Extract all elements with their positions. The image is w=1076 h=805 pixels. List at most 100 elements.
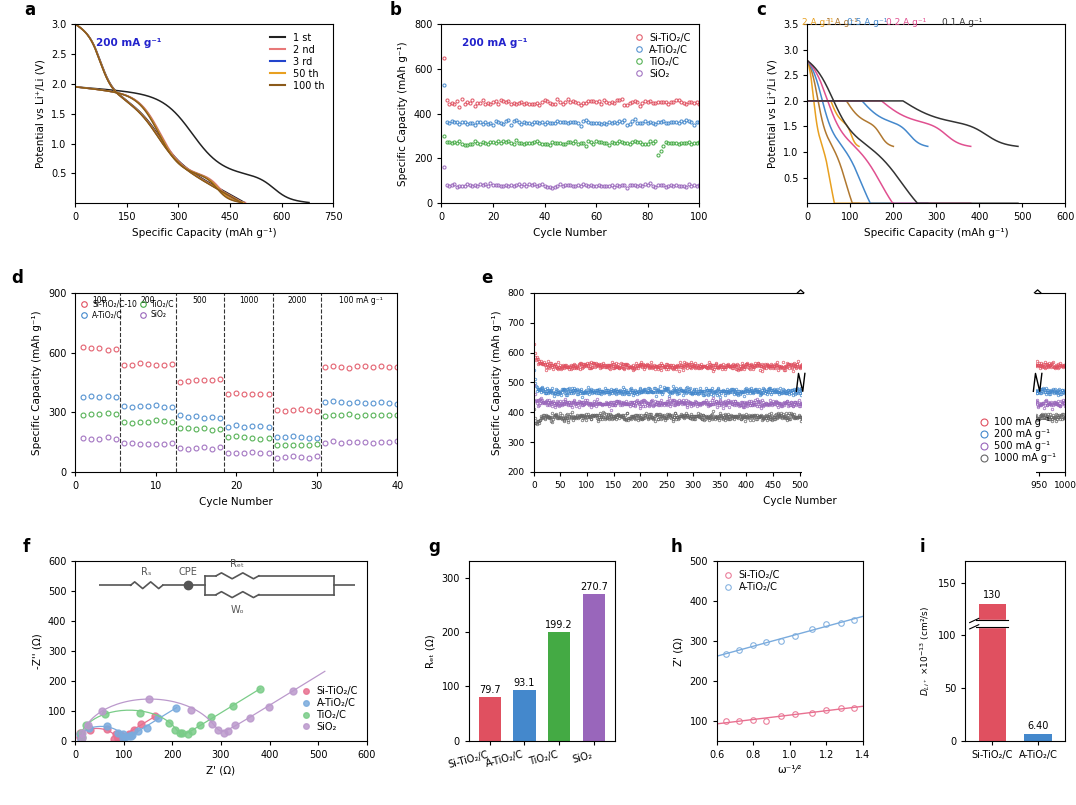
TiO₂/C [99,709,112,719]
A-TiO₂/C [682,117,695,126]
Text: 0.2 A g⁻¹: 0.2 A g⁻¹ [887,19,926,27]
Si-TiO₂/C-10 [342,363,355,373]
A-TiO₂/C [318,398,331,407]
SiO₂ [682,179,695,188]
Si-TiO₂/C [733,716,746,726]
Text: 0.5 A g⁻¹: 0.5 A g⁻¹ [848,19,888,27]
Si-TiO₂/C-10 [101,345,114,355]
Line: 200 mA g⁻¹: 200 mA g⁻¹ [534,369,1066,398]
Si-TiO₂/C [112,733,125,742]
Line: A-TiO₂/C: A-TiO₂/C [723,617,856,657]
Line: Si-TiO₂/C-10: Si-TiO₂/C-10 [81,345,400,414]
Line: A-TiO₂/C: A-TiO₂/C [442,83,700,127]
SiO₂ [206,444,218,454]
TiO₂/C [133,417,146,427]
A-TiO₂/C [789,632,802,642]
SiO₂ [279,452,292,461]
A-TiO₂/C [760,637,773,646]
Text: g: g [428,538,440,556]
A-TiO₂/C [592,118,605,127]
A-TiO₂/C [342,398,355,407]
TiO₂/C [294,440,307,450]
A-TiO₂/C [73,729,86,738]
TiO₂/C [189,424,202,434]
Si-TiO₂/C [74,728,87,737]
A-TiO₂/C [270,432,283,442]
Line: A-TiO₂/C: A-TiO₂/C [81,394,400,440]
TiO₂/C [230,431,243,441]
SiO₂ [254,448,267,458]
TiO₂/C [326,411,339,420]
TiO₂/C [391,410,404,419]
A-TiO₂/C [775,636,788,646]
Bar [803,290,1036,475]
Si-TiO₂/C [760,716,773,725]
X-axis label: Cycle Number: Cycle Number [763,496,836,506]
SiO₂ [198,442,211,452]
Text: a: a [24,1,34,19]
Text: 200 mA g⁻¹: 200 mA g⁻¹ [462,38,527,47]
500 mA g⁻¹ [744,400,756,410]
Si-TiO₂/C-10 [254,389,267,398]
Si-TiO₂/C-10 [214,374,227,384]
SiO₂ [246,448,259,457]
A-TiO₂/C [117,402,130,411]
Si-TiO₂/C-10 [182,376,195,386]
Bar [548,633,570,741]
Si-TiO₂/C-10 [157,360,170,369]
Line: 100 mA g⁻¹: 100 mA g⁻¹ [534,342,1066,373]
1000 mA g⁻¹ [762,411,775,420]
100 mA g⁻¹ [528,339,541,349]
A-TiO₂/C [675,116,688,126]
Legend: 100 mA g⁻¹, 200 mA g⁻¹, 500 mA g⁻¹, 1000 mA g⁻¹: 100 mA g⁻¹, 200 mA g⁻¹, 500 mA g⁻¹, 1000… [978,414,1060,467]
Si-TiO₂/C-10 [318,362,331,372]
Bar [582,593,605,741]
A-TiO₂/C [693,118,706,127]
Y-axis label: Specific Capacity (mAh g⁻¹): Specific Capacity (mAh g⁻¹) [32,310,42,455]
A-TiO₂/C [383,398,396,407]
TiO₂/C [318,411,331,421]
Si-TiO₂/C-10 [286,406,299,415]
A-TiO₂/C [569,117,582,126]
A-TiO₂/C [189,411,202,420]
Si-TiO₂/C [127,725,140,735]
TiO₂/C [342,410,355,419]
TiO₂/C [204,712,217,722]
200 mA g⁻¹ [1059,386,1072,395]
200 mA g⁻¹ [582,385,595,394]
TiO₂/C [93,409,105,419]
A-TiO₂/C [279,431,292,441]
TiO₂/C [117,417,130,427]
Line: Si-TiO₂/C: Si-TiO₂/C [442,56,700,108]
X-axis label: Z' (Ω): Z' (Ω) [207,766,236,775]
SiO₂ [302,453,315,463]
TiO₂/C [214,424,227,434]
200 mA g⁻¹ [893,386,906,396]
A-TiO₂/C [206,412,218,422]
TiO₂/C [76,411,89,420]
Text: 0.1 A g⁻¹: 0.1 A g⁻¹ [942,19,982,27]
Si-TiO₂/C [108,734,121,744]
Si-TiO₂/C-10 [238,389,251,398]
TiO₂/C [270,440,283,449]
A-TiO₂/C [575,121,587,130]
Text: f: f [23,538,30,556]
A-TiO₂/C [374,397,387,407]
Si-TiO₂/C-10 [358,361,371,371]
100 mA g⁻¹ [582,357,595,367]
Si-TiO₂/C [490,97,502,106]
SiO₂ [150,439,162,448]
TiO₂/C [141,417,154,427]
Si-TiO₂/C-10 [173,378,186,387]
TiO₂/C [162,718,175,728]
TiO₂/C [254,683,267,693]
SiO₂ [358,437,371,447]
A-TiO₂/C [302,433,315,443]
Text: b: b [390,1,401,19]
TiO₂/C [367,410,380,419]
Si-TiO₂/C-10 [230,388,243,398]
SiO₂ [125,439,138,448]
500 mA g⁻¹ [762,399,775,409]
SiO₂ [310,451,323,460]
TiO₂/C [194,720,207,729]
